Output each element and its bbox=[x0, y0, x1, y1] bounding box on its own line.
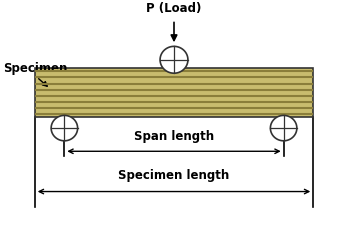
Bar bbox=[35, 68, 313, 117]
Polygon shape bbox=[270, 115, 297, 141]
Text: Span length: Span length bbox=[134, 130, 214, 143]
Polygon shape bbox=[160, 46, 188, 73]
Text: Specimen: Specimen bbox=[3, 62, 68, 75]
Text: P (Load): P (Load) bbox=[146, 2, 202, 15]
Text: Specimen length: Specimen length bbox=[118, 169, 230, 182]
Polygon shape bbox=[51, 115, 78, 141]
